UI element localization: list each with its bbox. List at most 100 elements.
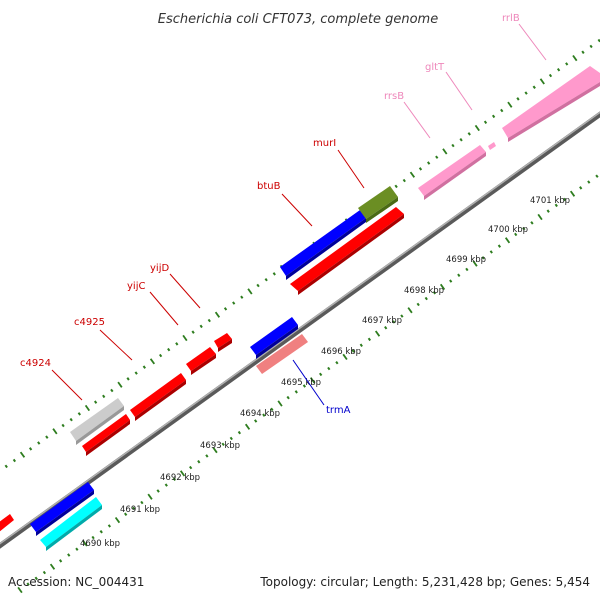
axis-tick (309, 377, 316, 384)
kbp-label: 4699 kbp (446, 255, 486, 265)
axis-tick (84, 404, 91, 412)
axis-tick (589, 44, 593, 49)
axis-tick (156, 489, 160, 493)
gene-feature (40, 497, 102, 547)
axis-tick (562, 197, 567, 202)
axis-tick (91, 535, 95, 540)
axis-tick (416, 302, 420, 307)
gene-feature (82, 414, 130, 452)
axis-tick (212, 446, 218, 454)
axis-tick (262, 413, 266, 417)
gene-label-murI: murI (313, 138, 336, 149)
axis-tick (82, 540, 88, 547)
axis-tick (45, 435, 49, 439)
axis-tick (439, 283, 446, 291)
gene-label-rrsB: rrsB (384, 91, 404, 102)
axis-tick (75, 547, 79, 551)
axis-tick (102, 394, 106, 399)
axis-tick (164, 483, 168, 487)
axis-tick (467, 132, 471, 136)
axis-tick (409, 171, 416, 178)
axis-tick (565, 62, 569, 66)
axis-tick (351, 349, 355, 353)
axis-tick (140, 500, 144, 505)
gene-label-callouts: c4924 c4925 yijC yijD btuB murI rrsB glt… (20, 13, 547, 416)
axis-tick (175, 342, 179, 346)
axis-tick (69, 417, 73, 422)
map-title: Escherichia coli CFT073, complete genome (158, 12, 438, 27)
kbp-label: 4694 kbp (240, 409, 280, 419)
axis-tick (126, 377, 130, 381)
axis-tick (237, 430, 242, 435)
axis-tick (229, 436, 233, 441)
gene-feature (0, 514, 14, 532)
gene-feature (358, 186, 398, 219)
axis-tick (451, 143, 455, 148)
axis-tick (158, 353, 163, 358)
axis-tick (367, 337, 372, 342)
axis-tick (223, 307, 228, 311)
axis-tick (264, 278, 268, 282)
gene-label-c4924: c4924 (20, 358, 51, 369)
axis-tick (147, 493, 153, 500)
axis-tick (34, 576, 38, 581)
gene-feature (418, 145, 486, 196)
axis-tick (12, 458, 17, 463)
gene-feature (256, 334, 308, 374)
axis-tick (359, 343, 363, 347)
axis-tick (516, 97, 520, 101)
gene-label-yijD: yijD (150, 263, 169, 274)
axis-tick (489, 250, 493, 254)
gene-feature (70, 398, 124, 441)
axis-tick (507, 101, 513, 108)
gene-feature (214, 333, 232, 348)
axis-tick (579, 186, 583, 190)
axis-tick (472, 260, 478, 267)
axis-tick (435, 155, 439, 159)
kbp-label: 4690 kbp (80, 539, 120, 549)
axis-tick (240, 295, 244, 299)
axis-tick (247, 288, 253, 295)
axis-tick (19, 451, 26, 458)
kbp-axis-labels: 4690 kbp 4691 kbp 4692 kbp 4693 kbp 4694… (80, 196, 570, 549)
axis-tick (294, 390, 298, 394)
axis-tick (532, 85, 536, 89)
axis-tick (400, 314, 404, 318)
axis-tick (426, 161, 431, 165)
axis-tick (522, 226, 526, 231)
axis-tick (272, 272, 276, 276)
axis-tick (546, 209, 550, 213)
axis-tick (214, 311, 221, 318)
gene-label-btuB: btuB (257, 181, 281, 192)
axis-tick (277, 400, 283, 407)
axis-tick (221, 442, 225, 447)
axis-tick (554, 203, 558, 208)
axis-tick (110, 388, 114, 393)
axis-tick (114, 516, 121, 524)
axis-tick (500, 108, 504, 113)
kbp-label: 4691 kbp (120, 505, 160, 515)
axis-tick (497, 244, 502, 248)
axis-tick (67, 553, 71, 557)
axis-tick (581, 50, 585, 54)
axis-tick (207, 318, 211, 323)
gene-features (0, 66, 600, 551)
gene-label-trmA: trmA (326, 405, 351, 416)
axis-tick (37, 441, 41, 445)
axis-tick (191, 330, 195, 334)
axis-tick (199, 324, 203, 329)
axis-tick (61, 423, 65, 428)
axis-tick (342, 353, 348, 361)
kbp-label: 4692 kbp (160, 473, 200, 483)
kbp-label: 4698 kbp (404, 286, 444, 296)
axis-tick (17, 586, 23, 594)
axis-tick (465, 267, 469, 272)
gene-feature (186, 347, 216, 371)
axis-tick (197, 460, 201, 464)
axis-tick (189, 465, 193, 470)
axis-tick (253, 419, 258, 423)
gene-feature (250, 317, 298, 355)
axis-tick (418, 167, 423, 171)
axis-tick (93, 400, 98, 404)
axis-tick (134, 371, 138, 375)
